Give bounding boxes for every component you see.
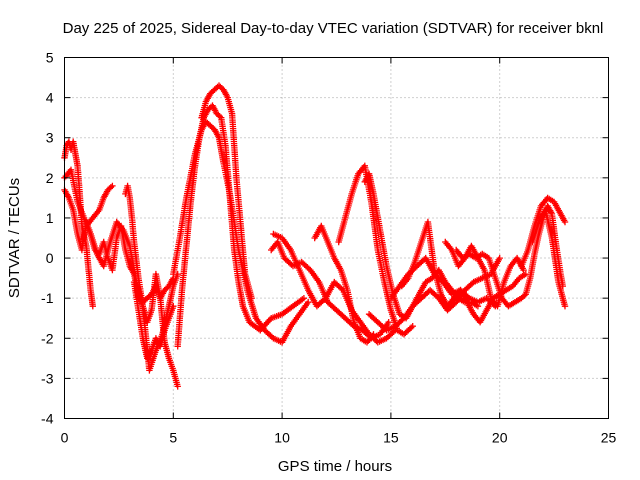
y-tick-label: 2 (46, 170, 54, 186)
series-markers (453, 202, 566, 310)
x-tick-label: 15 (383, 430, 399, 446)
y-tick-label: 0 (46, 250, 54, 266)
series-prn-k (270, 230, 399, 346)
series-markers (170, 118, 312, 346)
series-prn-u (529, 206, 569, 310)
series-markers (311, 222, 377, 346)
x-tick-label: 25 (601, 430, 617, 446)
series-markers (130, 278, 177, 362)
series-prn-s (453, 202, 566, 310)
series-markers (122, 182, 181, 390)
series-prn-i (198, 82, 255, 302)
series-prn-f (130, 278, 177, 362)
x-tick-label: 20 (492, 430, 508, 446)
chart-title: Day 225 of 2025, Sidereal Day-to-day VTE… (63, 20, 604, 37)
plot-frame (64, 57, 609, 419)
y-axis-label: SDTVAR / TECUs (6, 178, 23, 298)
series-prn-m (335, 162, 416, 338)
series-prn-d (83, 182, 116, 230)
series-prn-l (311, 222, 377, 346)
y-tick-label: 1 (46, 210, 54, 226)
y-tick-label: -1 (41, 290, 54, 306)
y-tick-label: 5 (46, 50, 54, 66)
series-markers (198, 82, 255, 302)
series-markers (270, 230, 399, 346)
x-tick-label: 10 (274, 430, 290, 446)
series-prn-h (170, 118, 312, 346)
x-tick-label: 5 (169, 430, 177, 446)
x-axis-label: GPS time / hours (278, 458, 392, 475)
series-markers (335, 162, 416, 338)
series-markers (83, 182, 116, 230)
y-tick-label: 3 (46, 130, 54, 146)
series-prn-e (122, 182, 181, 390)
y-tick-label: -2 (41, 330, 54, 346)
y-tick-label: 4 (46, 90, 54, 106)
x-tick-label: 0 (61, 430, 69, 446)
data-series (61, 82, 569, 390)
series-markers (529, 206, 569, 310)
series-prn-j (268, 238, 392, 342)
series-markers (268, 238, 392, 342)
y-tick-label: -4 (41, 411, 54, 427)
axis-ticks: 0 5 10 15 20 25 -4 -3 -2 -1 0 1 2 3 4 5 (41, 50, 616, 446)
y-tick-label: -3 (41, 370, 54, 386)
